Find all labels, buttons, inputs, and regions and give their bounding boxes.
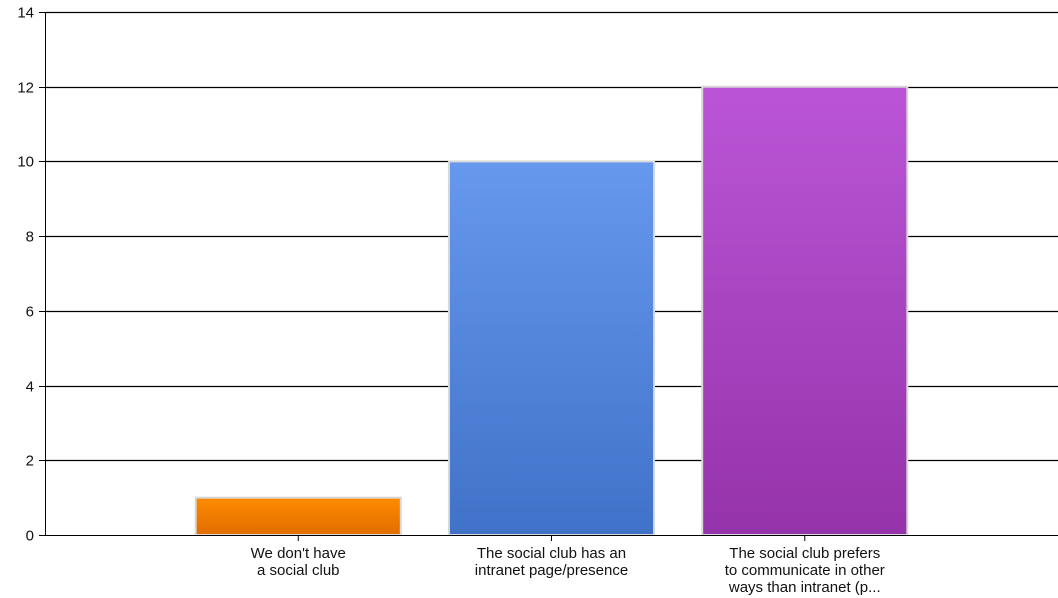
bar-0 bbox=[194, 496, 402, 536]
x-category-label: to communicate in other bbox=[725, 562, 885, 579]
axes bbox=[39, 12, 1058, 541]
y-tick-label: 2 bbox=[26, 453, 34, 470]
bar-2 bbox=[701, 85, 909, 536]
y-tick-label: 10 bbox=[17, 154, 34, 171]
x-category-label: The social club prefers bbox=[729, 545, 880, 562]
bar-1 bbox=[447, 160, 656, 537]
x-category-label: a social club bbox=[257, 562, 340, 579]
y-tick-label: 6 bbox=[26, 304, 34, 321]
x-category-label: The social club has an bbox=[477, 545, 626, 562]
y-tick-label: 8 bbox=[26, 229, 34, 246]
x-category-label: We don't have bbox=[251, 545, 346, 562]
x-category-label: ways than intranet (p... bbox=[728, 579, 881, 596]
y-tick-label: 12 bbox=[17, 80, 34, 97]
y-tick-label: 14 bbox=[17, 5, 34, 22]
bars bbox=[194, 85, 909, 537]
x-category-label: intranet page/presence bbox=[475, 562, 628, 579]
y-tick-label: 0 bbox=[26, 528, 34, 545]
y-tick-label: 4 bbox=[26, 379, 34, 396]
